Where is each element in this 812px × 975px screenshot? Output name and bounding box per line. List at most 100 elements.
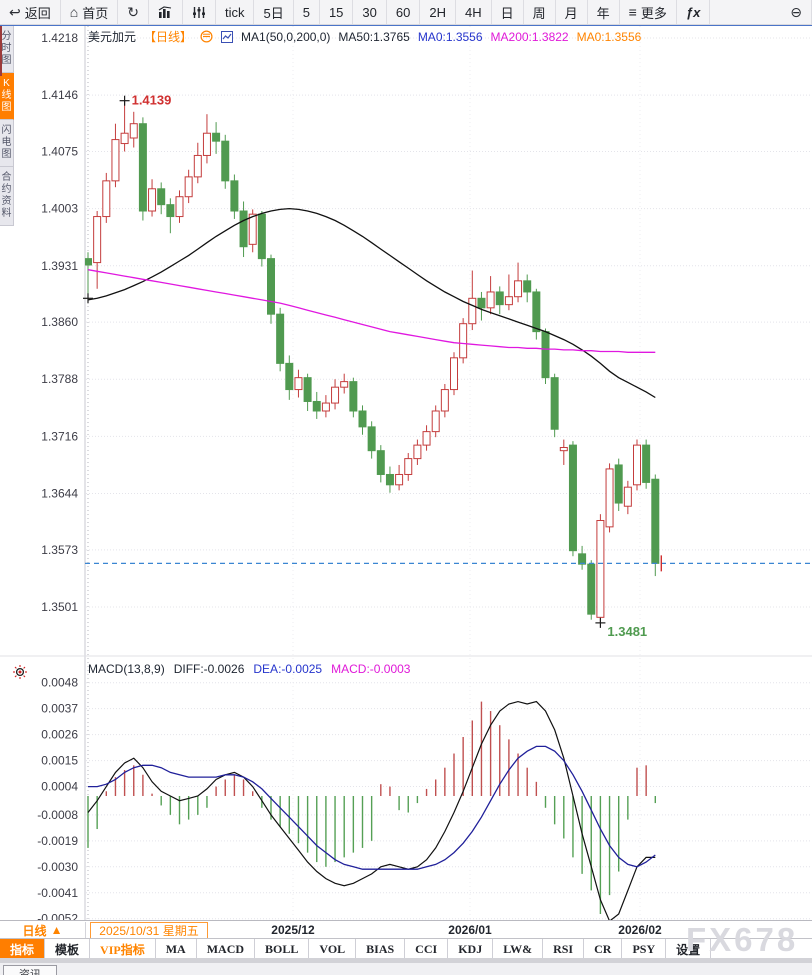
toolbar-button-label: 周 (532, 5, 546, 21)
svg-text:1.3501: 1.3501 (41, 600, 78, 614)
toolbar-button-zoom-out[interactable]: ⊖ (781, 0, 812, 24)
toolbar-button-label: 年 (596, 5, 610, 21)
indicator-tabs-row: 指标 模板 VIP指标 MA MACD BOLL VOL BIAS CCI KDJ LW& RSI CR… (0, 938, 812, 959)
toolbar-button-home[interactable]: ⌂ 首页 (61, 0, 119, 24)
toolbar-button-tick[interactable]: tick (216, 0, 255, 24)
bottom-partial-row: 资讯 (0, 963, 812, 975)
svg-text:1.3644: 1.3644 (41, 487, 78, 501)
toolbar-button-label: 30 (362, 4, 377, 20)
toolbar-button-label: 15 (328, 4, 344, 20)
toolbar-button-label: 2H (429, 4, 446, 20)
toolbar-button-refresh[interactable]: ↻ (118, 0, 149, 24)
svg-text:-0.0019: -0.0019 (37, 834, 78, 848)
toolbar-button-chart-style[interactable] (149, 0, 183, 24)
svg-text:0.0015: 0.0015 (41, 754, 78, 768)
indicator-tab-rsi[interactable]: RSI (543, 939, 585, 959)
share-icon[interactable] (200, 30, 213, 43)
indicator-tab-kdj[interactable]: KDJ (448, 939, 494, 959)
tab-news[interactable]: 资讯 (3, 965, 57, 975)
indicator-pane-settings-icon[interactable] (12, 664, 28, 685)
toolbar-button-indicator-params[interactable] (183, 0, 216, 24)
toolbar-button-year[interactable]: 年 (588, 0, 620, 24)
toolbar-button-hour4[interactable]: 4H (456, 0, 492, 24)
svg-text:1.4146: 1.4146 (41, 88, 78, 102)
period-selector-label: 日线 (22, 923, 47, 938)
back-arrow-icon: ↩ (9, 4, 21, 20)
indicator-tab-boll[interactable]: BOLL (255, 939, 310, 959)
indicator-tab-lw[interactable]: LW& (493, 939, 544, 959)
bar-chart-icon (158, 5, 172, 18)
toolbar-button-back[interactable]: ↩ 返回 (0, 0, 61, 24)
sidebar-item-time-share-chart[interactable]: 分时图 (0, 26, 14, 73)
svg-text:1.4075: 1.4075 (41, 144, 78, 158)
toolbar-divider (0, 24, 812, 26)
toolbar-button-min5[interactable]: 5 (294, 0, 320, 24)
macd-diff-value: DIFF:-0.0026 (173, 662, 245, 676)
ma50-value: MA50:1.3765 (338, 29, 410, 44)
indicator-tab-vol[interactable]: VOL (309, 939, 357, 959)
svg-text:1.4218: 1.4218 (41, 31, 78, 45)
left-edge-marker (0, 26, 2, 76)
indicator-tab-cr[interactable]: CR (584, 939, 623, 959)
macd-title: MACD(13,8,9) (88, 662, 165, 676)
indicator-tab-settings[interactable]: 设置 (666, 939, 712, 959)
toolbar-button-label: 5日 (263, 5, 284, 21)
toolbar-button-min15[interactable]: 15 (320, 0, 354, 24)
mini-chart-icon[interactable] (221, 30, 234, 43)
toolbar-button-fx[interactable]: ƒx (677, 0, 711, 24)
toolbar-button-min30[interactable]: 30 (353, 0, 387, 24)
svg-text:0.0048: 0.0048 (41, 676, 78, 690)
bottom-divider (0, 958, 812, 963)
toolbar-button-label: ƒx (685, 4, 701, 20)
toolbar-button-label: 5 (302, 4, 310, 20)
symbol-name: 美元加元 (88, 30, 137, 44)
toolbar-button-label: 返回 (24, 5, 51, 21)
svg-text:-0.0041: -0.0041 (37, 886, 78, 900)
toolbar-button-day[interactable]: 日 (492, 0, 524, 24)
menu-icon: ≡ (628, 4, 637, 20)
indicator-tab-ma[interactable]: MA (156, 939, 197, 959)
svg-text:1.3573: 1.3573 (41, 543, 78, 557)
toolbar-button-more[interactable]: ≡ 更多 (620, 0, 677, 24)
toolbar-button-label: 4H (464, 4, 482, 20)
toolbar-button-five-day[interactable]: 5日 (254, 0, 294, 24)
chevron-up-icon: ▲ (50, 923, 63, 937)
x-axis-label-2: 2026/02 (618, 923, 662, 937)
svg-text:1.4003: 1.4003 (41, 202, 78, 216)
x-axis-row: 日线 ▲ 2025/10/31 星期五 2025/12 2026/01 2026/0… (0, 920, 812, 939)
toolbar-button-label: 更多 (640, 5, 667, 21)
svg-text:1.3481: 1.3481 (607, 624, 647, 639)
crosshair-date-label: 2025/10/31 星期五 (90, 922, 208, 939)
circle-minus-icon: ⊖ (790, 4, 802, 20)
indicator-tab-bias[interactable]: BIAS (356, 939, 406, 959)
toolbar-button-month[interactable]: 月 (556, 0, 588, 24)
x-axis-label-1: 2026/01 (448, 923, 492, 937)
indicator-tab-macd[interactable]: MACD (197, 939, 256, 959)
ma200-value: MA200:1.3822 (490, 29, 569, 44)
indicator-tab-indicators[interactable]: 指标 (0, 939, 46, 959)
svg-text:-0.0030: -0.0030 (37, 860, 78, 874)
toolbar-button-min60[interactable]: 60 (387, 0, 421, 24)
indicator-tab-templates[interactable]: 模板 (45, 939, 91, 959)
home-icon: ⌂ (69, 4, 79, 20)
toolbar-spacer (710, 0, 781, 24)
sidebar-item-contract-info[interactable]: 合约资料 (0, 167, 14, 226)
watermark: FX678 (686, 921, 799, 958)
price-chart-header: 美元加元 【日线】 MA1(50,0,200,0) MA50:1.3765 MA… (88, 28, 641, 45)
indicator-tab-cci[interactable]: CCI (405, 939, 449, 959)
indicator-tab-vip-indicators[interactable]: VIP指标 (90, 939, 156, 959)
sliders-icon (192, 6, 205, 18)
svg-text:1.3931: 1.3931 (41, 259, 78, 273)
x-axis-label-0: 2025/12 (271, 923, 315, 937)
sidebar-item-lightning-chart[interactable]: 闪电图 (0, 120, 14, 167)
svg-text:0.0026: 0.0026 (41, 728, 78, 742)
toolbar-button-week[interactable]: 周 (524, 0, 556, 24)
top-toolbar: ↩ 返回 ⌂ 首页 ↻ tick 5日 5 15 30 60 2H 4H 日周月年 ≡ 更多 ƒx ⊖ (0, 0, 812, 25)
period-selector[interactable]: 日线 ▲ (0, 922, 86, 938)
toolbar-button-label: tick (224, 4, 245, 20)
toolbar-button-hour2[interactable]: 2H (420, 0, 456, 24)
toolbar-button-label: 首页 (82, 5, 109, 21)
indicator-tab-psy[interactable]: PSY (622, 939, 667, 959)
